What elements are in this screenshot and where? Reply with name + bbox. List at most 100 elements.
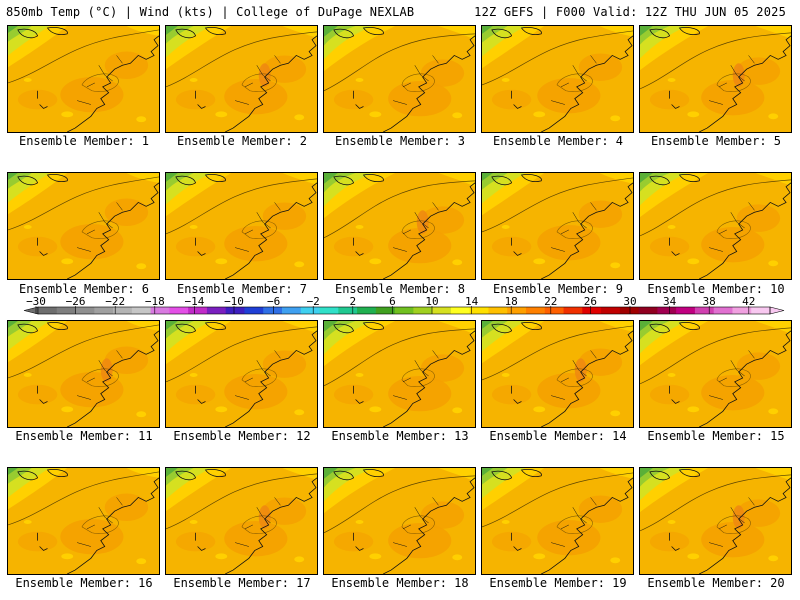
colorbar-tick-label: −22	[105, 296, 125, 308]
colorbar-tick-label: 22	[544, 296, 557, 308]
colorbar-tick-label: 30	[623, 296, 636, 308]
member-panel	[165, 320, 318, 428]
member-map	[482, 468, 633, 574]
colorbar-segment	[526, 307, 546, 314]
member-panel	[639, 320, 792, 428]
member-panel	[481, 172, 634, 280]
member-panel	[165, 25, 318, 133]
colorbar-right-arrow	[769, 306, 785, 315]
member-caption: Ensemble Member: 12	[173, 429, 311, 443]
member-caption: Ensemble Member: 19	[489, 576, 627, 590]
colorbar-segment	[413, 307, 433, 314]
member-panel	[165, 467, 318, 575]
member-panel	[7, 467, 160, 575]
colorbar-tick-label: −2	[307, 296, 320, 308]
colorbar-segment	[206, 307, 227, 314]
colorbar-segment	[601, 307, 621, 314]
member-caption: Ensemble Member: 7	[176, 282, 308, 296]
colorbar-segment	[319, 307, 339, 314]
member-map	[324, 321, 475, 427]
member-caption: Ensemble Member: 2	[176, 134, 308, 148]
member-panel	[7, 25, 160, 133]
colorbar-segment	[75, 307, 95, 314]
member-panel	[323, 320, 476, 428]
member-map	[482, 321, 633, 427]
member-panel	[323, 467, 476, 575]
colorbar-segment	[244, 307, 264, 314]
colorbar-segment	[507, 307, 527, 314]
colorbar-segment	[619, 307, 640, 314]
member-panel	[165, 172, 318, 280]
colorbar-segment	[469, 307, 489, 314]
colorbar-segment	[732, 307, 752, 314]
header-right-valid-time: 12Z GEFS | F000 Valid: 12Z THU JUN 05 20…	[474, 5, 786, 19]
colorbar-segment	[357, 307, 377, 314]
colorbar-tick-label: 6	[389, 296, 396, 308]
colorbar-segment	[488, 307, 508, 314]
member-map	[640, 173, 791, 279]
colorbar-tick-label: 14	[465, 296, 479, 308]
member-map	[8, 321, 159, 427]
colorbar-tick-label: 26	[584, 296, 597, 308]
colorbar-segment	[338, 307, 358, 314]
colorbar-segment	[394, 307, 414, 314]
temperature-colorbar: −30 −26 −22 −18 −14 −10 −6 −2 2 6 10 14 18 22 26 30 34 38…	[23, 296, 785, 315]
member-panel	[323, 172, 476, 280]
member-caption: Ensemble Member: 16	[15, 576, 153, 590]
member-caption: Ensemble Member: 20	[647, 576, 785, 590]
member-panel	[323, 25, 476, 133]
colorbar-segment	[582, 307, 602, 314]
member-panel	[7, 320, 160, 428]
member-caption: Ensemble Member: 8	[334, 282, 466, 296]
member-caption: Ensemble Member: 6	[18, 282, 150, 296]
colorbar-segment	[751, 307, 771, 314]
member-caption: Ensemble Member: 5	[650, 134, 782, 148]
colorbar-tick-label: −6	[267, 296, 280, 308]
member-panel	[481, 467, 634, 575]
member-map	[640, 321, 791, 427]
member-caption: Ensemble Member: 10	[647, 282, 785, 296]
member-caption: Ensemble Member: 1	[18, 134, 150, 148]
colorbar-tick-label: −14	[184, 296, 204, 308]
colorbar-segment	[432, 307, 452, 314]
colorbar-segment	[713, 307, 733, 314]
member-map	[324, 173, 475, 279]
member-map	[166, 173, 317, 279]
colorbar-tick-label: −10	[224, 296, 244, 308]
member-panel	[481, 25, 634, 133]
member-caption: Ensemble Member: 3	[334, 134, 466, 148]
colorbar-tick-label: −18	[145, 296, 165, 308]
colorbar-tick-label: 18	[505, 296, 518, 308]
member-caption: Ensemble Member: 17	[173, 576, 311, 590]
member-map	[482, 26, 633, 132]
member-map	[640, 26, 791, 132]
colorbar-segment	[94, 307, 114, 314]
colorbar-tick-label: −30	[26, 296, 46, 308]
colorbar-tick-label: −26	[66, 296, 86, 308]
colorbar-segment	[300, 307, 321, 314]
member-map	[8, 173, 159, 279]
colorbar-segment	[131, 307, 152, 314]
member-map	[324, 468, 475, 574]
header-left-title: 850mb Temp (°C) | Wind (kts) | College o…	[6, 5, 415, 19]
member-map	[8, 26, 159, 132]
member-caption: Ensemble Member: 11	[15, 429, 153, 443]
member-map	[166, 321, 317, 427]
member-map	[640, 468, 791, 574]
colorbar-segment	[657, 307, 677, 314]
colorbar-segment	[38, 307, 58, 314]
colorbar-segment	[375, 307, 396, 314]
colorbar-segment	[676, 307, 696, 314]
colorbar-tick-label: 10	[425, 296, 438, 308]
colorbar-segment	[150, 307, 170, 314]
colorbar-tick-label: 2	[349, 296, 356, 308]
member-panel	[7, 172, 160, 280]
member-caption: Ensemble Member: 4	[492, 134, 624, 148]
colorbar-segment	[113, 307, 133, 314]
colorbar-tick-label: 42	[742, 296, 755, 308]
colorbar-segment	[544, 307, 565, 314]
colorbar-segment	[563, 307, 583, 314]
member-panel	[639, 25, 792, 133]
colorbar-segment	[225, 307, 245, 314]
member-panel	[639, 172, 792, 280]
